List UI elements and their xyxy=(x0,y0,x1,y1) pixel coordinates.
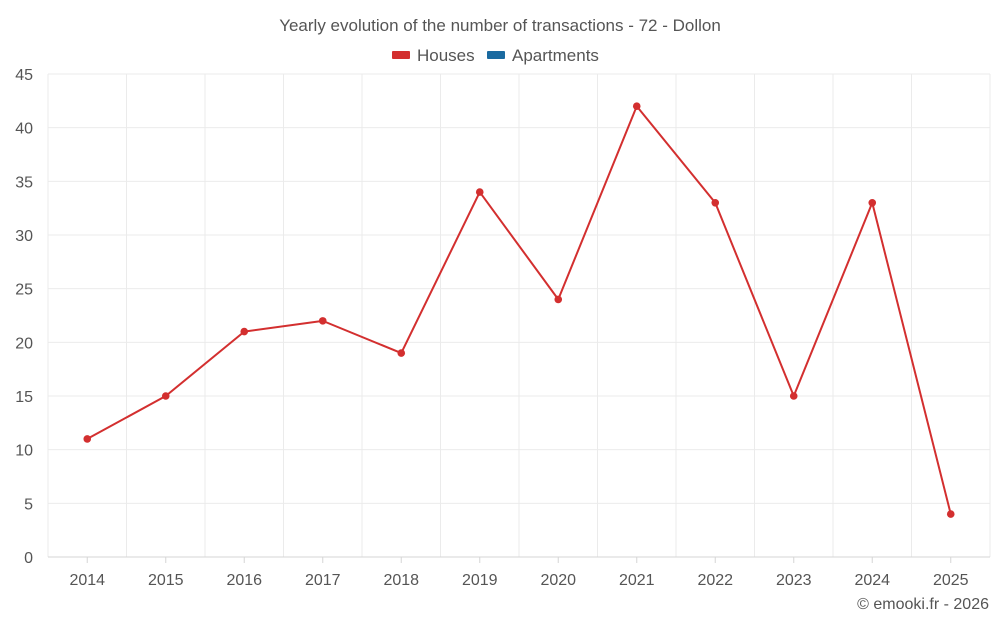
y-tick-label: 5 xyxy=(24,496,33,513)
legend[interactable]: Houses Apartments xyxy=(392,46,599,65)
y-tick-label: 15 xyxy=(15,389,33,406)
y-tick-label: 25 xyxy=(15,282,33,299)
legend-item-houses[interactable]: Houses xyxy=(392,46,475,65)
x-tick-label: 2015 xyxy=(148,572,184,589)
y-tick-label: 10 xyxy=(15,443,33,460)
y-tick-label: 35 xyxy=(15,174,33,191)
x-tick-label: 2023 xyxy=(776,572,812,589)
data-point-2021[interactable] xyxy=(632,102,641,110)
x-tick-label: 2025 xyxy=(933,572,969,589)
data-point-2014[interactable] xyxy=(83,435,92,443)
x-tick-label: 2014 xyxy=(69,572,105,589)
legend-swatch-apartments xyxy=(487,51,505,59)
y-axis: 0 5 10 15 20 25 30 35 40 45 xyxy=(15,67,33,567)
series-line-houses xyxy=(86,105,952,515)
x-tick-label: 2017 xyxy=(305,572,341,589)
y-tick-label: 45 xyxy=(15,67,33,84)
series-houses xyxy=(83,102,955,518)
y-tick-label: 30 xyxy=(15,228,33,245)
data-point-2016[interactable] xyxy=(240,327,249,336)
data-point-2023[interactable] xyxy=(789,392,798,400)
legend-label-apartments: Apartments xyxy=(512,46,599,65)
data-point-2022[interactable] xyxy=(711,199,720,207)
y-tick-label: 40 xyxy=(15,121,33,138)
legend-item-apartments[interactable]: Apartments xyxy=(487,46,599,65)
x-tick-label: 2016 xyxy=(226,572,262,589)
legend-label-houses: Houses xyxy=(417,46,475,65)
x-tick-label: 2022 xyxy=(697,572,733,589)
x-tick-label: 2019 xyxy=(462,572,498,589)
x-axis: 2014 2015 2016 2017 2018 2019 2020 2021 2022 2023… xyxy=(48,556,990,589)
data-point-2018[interactable] xyxy=(397,349,406,357)
x-tick-label: 2018 xyxy=(383,572,419,589)
x-tick-label: 2024 xyxy=(854,572,890,589)
y-tick-label: 0 xyxy=(24,550,33,567)
legend-swatch-houses xyxy=(392,51,410,59)
credit: © emooki.fr - 2026 xyxy=(857,596,989,613)
data-point-2019[interactable] xyxy=(475,188,484,196)
y-tick-label: 20 xyxy=(15,335,33,352)
data-point-2015[interactable] xyxy=(161,392,170,400)
data-point-2017[interactable] xyxy=(318,317,327,325)
x-tick-label: 2020 xyxy=(540,572,576,589)
gridlines xyxy=(47,73,991,557)
data-point-2020[interactable] xyxy=(554,295,563,304)
chart-title: Yearly evolution of the number of transa… xyxy=(279,16,721,35)
data-point-2024[interactable] xyxy=(868,199,877,207)
x-tick-label: 2021 xyxy=(619,572,655,589)
data-point-2025[interactable] xyxy=(946,510,955,518)
